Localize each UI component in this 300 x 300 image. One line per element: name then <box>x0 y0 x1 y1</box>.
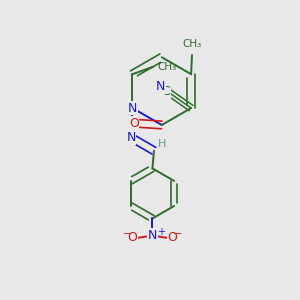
Text: O: O <box>128 231 137 244</box>
Text: C: C <box>161 85 170 98</box>
Text: CH₃: CH₃ <box>182 39 202 49</box>
Text: N: N <box>148 229 157 242</box>
Text: N: N <box>128 101 137 115</box>
Text: N: N <box>155 80 165 93</box>
Text: N: N <box>126 131 136 144</box>
Text: −: − <box>122 230 132 239</box>
Text: H: H <box>158 139 166 149</box>
Text: −: − <box>173 230 182 239</box>
Text: +: + <box>157 227 165 237</box>
Text: O: O <box>167 231 177 244</box>
Text: CH₃: CH₃ <box>158 62 177 72</box>
Text: O: O <box>129 117 139 130</box>
